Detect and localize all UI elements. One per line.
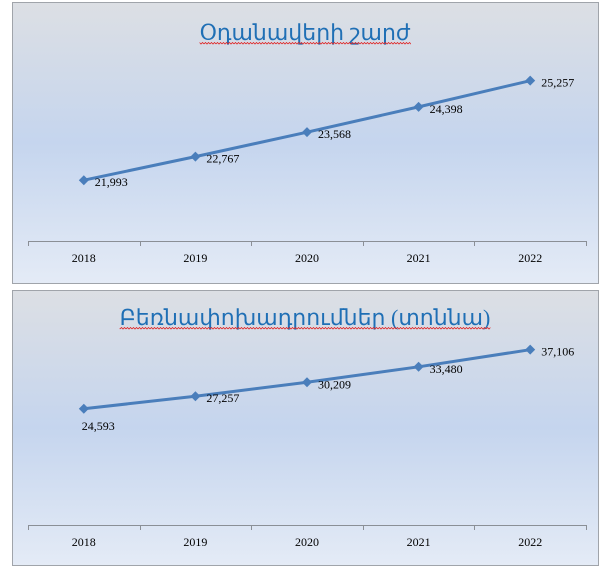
chart-panel: [12, 290, 599, 566]
x-tick-label: 2018: [72, 535, 96, 549]
data-label: 24,398: [430, 102, 463, 116]
data-point-marker: [190, 151, 201, 162]
data-point-marker: [413, 361, 424, 372]
x-tick-label: 2019: [183, 251, 207, 265]
x-tick-label: 2022: [518, 535, 542, 549]
data-point-marker: [302, 377, 312, 388]
data-label: 24,593: [82, 419, 115, 433]
spellcheck-underline: [199, 42, 411, 45]
x-tick-label: 2019: [183, 535, 207, 549]
chart-title: Բեռնափոխադրումներ (տոննա): [120, 305, 491, 330]
x-tick-label: 2021: [407, 251, 431, 265]
data-label: 37,106: [541, 345, 574, 359]
data-point-marker: [190, 391, 201, 402]
chart-panel: [12, 2, 599, 284]
data-point-marker: [302, 127, 312, 138]
x-tick-label: 2020: [295, 251, 319, 265]
data-label: 22,767: [206, 152, 239, 166]
data-label: 25,257: [541, 76, 574, 90]
x-tick-label: 2020: [295, 535, 319, 549]
data-point-marker: [78, 175, 89, 186]
data-point-marker: [525, 344, 536, 355]
data-label: 21,993: [95, 175, 128, 189]
x-tick-label: 2018: [72, 251, 96, 265]
data-label: 33,480: [430, 362, 463, 376]
data-point-marker: [78, 403, 89, 414]
data-point-marker: [525, 75, 536, 86]
x-tick-label: 2021: [407, 535, 431, 549]
data-label: 30,209: [318, 377, 351, 391]
chart-1: Օդանավերի շարժ 2018 2019 2020 2021 2022 21,993…: [12, 2, 599, 284]
data-label: 23,568: [318, 127, 351, 141]
data-label: 27,257: [206, 391, 239, 405]
chart-2: Բեռնափոխադրումներ (տոննա) 2018 2019 2020 202…: [12, 290, 599, 566]
chart-title: Օդանավերի շարժ: [200, 20, 411, 45]
data-point-marker: [413, 101, 424, 112]
x-tick-label: 2022: [518, 251, 542, 265]
spellcheck-underline: [119, 327, 491, 330]
